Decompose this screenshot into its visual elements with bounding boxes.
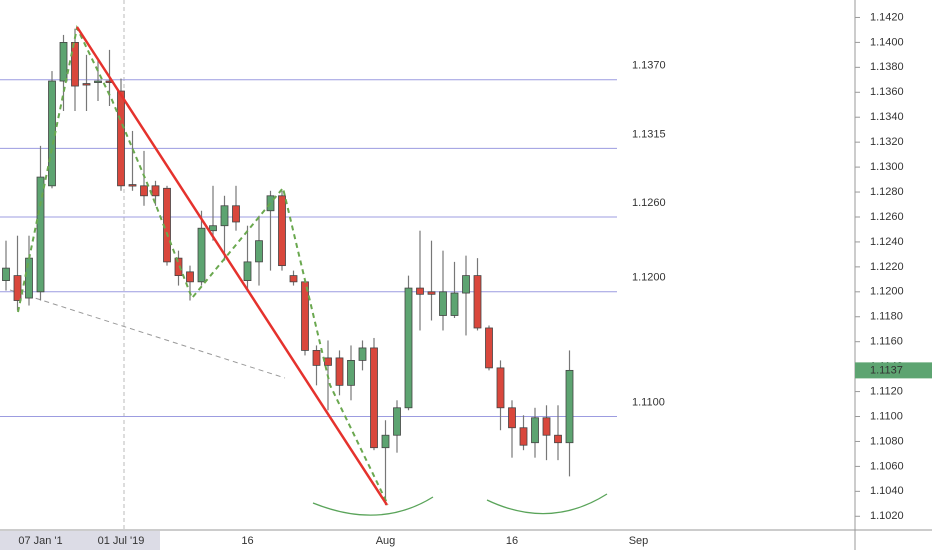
- y-tick-label: 1.1080: [870, 435, 904, 447]
- level-label: 1.1200: [632, 272, 666, 284]
- candle-body: [312, 350, 321, 366]
- y-tick-label: 1.1220: [870, 261, 904, 273]
- candle-body: [232, 205, 240, 223]
- candle-body: [209, 225, 217, 232]
- x-tick-label: Sep: [629, 535, 649, 547]
- candle-body: [542, 417, 551, 436]
- candles: [2, 28, 574, 506]
- y-tick-label: 1.1360: [870, 86, 904, 98]
- y-tick-label: 1.1020: [870, 510, 904, 522]
- x-tick-label: 16: [506, 535, 518, 547]
- y-tick-label: 1.1100: [870, 410, 903, 422]
- candle-body: [94, 80, 102, 83]
- candle-body: [370, 347, 378, 449]
- candle-body: [565, 369, 574, 444]
- candle-body: [358, 347, 367, 361]
- y-tick-label: 1.1280: [870, 186, 904, 198]
- candle-body: [151, 185, 160, 197]
- y-tick-label: 1.1320: [870, 136, 904, 148]
- x-tick-label: Aug: [376, 535, 396, 547]
- x-tick-label: 01 Jul '19: [98, 535, 145, 547]
- candle-body: [393, 407, 401, 436]
- level-label: 1.1370: [632, 60, 666, 72]
- candle-body: [301, 281, 309, 351]
- level-label: 1.1315: [632, 128, 666, 140]
- candle-body: [335, 357, 344, 386]
- y-tick-label: 1.1300: [870, 161, 904, 173]
- y-tick-label: 1.1200: [870, 286, 904, 298]
- candle-body: [71, 42, 79, 87]
- candle-body: [197, 227, 206, 283]
- trend-line: [75, 26, 389, 506]
- axis: 1.1020 1.1040 1.1060 1.1080 1.1100 1.1120 1.11…: [18, 11, 932, 547]
- y-tick-label: 1.1180: [870, 311, 903, 323]
- level-label: 1.1100: [632, 396, 665, 408]
- candle-body: [404, 287, 413, 409]
- candle-body: [496, 367, 505, 409]
- candle-body: [531, 417, 539, 444]
- y-tick-label: 1.1060: [870, 460, 904, 472]
- y-tick-label: 1.1400: [870, 36, 904, 48]
- candle-body: [278, 195, 286, 267]
- candle-body: [36, 176, 45, 293]
- candle-body: [255, 240, 263, 263]
- candle-body: [519, 427, 528, 446]
- candle-body: [416, 287, 424, 295]
- y-tick-label: 1.1040: [870, 485, 904, 497]
- candle-body: [427, 291, 436, 295]
- dashed-drawing: [9, 289, 286, 379]
- candle-body: [2, 267, 10, 281]
- y-tick-label: 1.1260: [870, 211, 904, 223]
- y-tick-label: 1.1340: [870, 111, 904, 123]
- candle-body: [59, 42, 68, 82]
- candle-body: [485, 327, 493, 369]
- last-price-label: 1.1137: [870, 364, 903, 376]
- candle-body: [117, 90, 125, 187]
- candle-body: [381, 434, 390, 449]
- candle-body: [473, 275, 482, 329]
- level-label: 1.1260: [632, 197, 666, 209]
- y-tick-label: 1.1240: [870, 236, 904, 248]
- x-tick-label: 07 Jan '1: [18, 535, 62, 547]
- candle-body: [220, 205, 229, 227]
- candle-body: [289, 275, 298, 283]
- candle-body: [450, 292, 459, 316]
- last-price-box: [855, 362, 932, 379]
- candle-body: [508, 407, 516, 429]
- candle-body: [25, 257, 33, 299]
- candle-body: [439, 291, 447, 316]
- candle-body: [347, 359, 355, 386]
- zigzag: [17, 24, 389, 506]
- y-tick-label: 1.1120: [870, 385, 903, 397]
- candle-body: [128, 184, 137, 187]
- y-tick-label: 1.1160: [870, 336, 903, 348]
- candle-body: [554, 434, 562, 444]
- candle-body: [82, 83, 91, 86]
- y-tick-label: 1.1380: [870, 61, 904, 73]
- candle-body: [140, 185, 148, 197]
- arc: [486, 493, 608, 515]
- candle-body: [243, 261, 252, 281]
- candle-body: [186, 271, 194, 283]
- candle-body: [462, 275, 470, 294]
- x-tick-label: 16: [241, 535, 253, 547]
- candle-body: [174, 257, 183, 276]
- levels: 1.1370 1.1315 1.1260 1.1200 1.1100: [0, 60, 666, 418]
- candle-body: [13, 275, 22, 301]
- arc: [312, 496, 434, 516]
- y-tick-label: 1.1420: [870, 11, 904, 23]
- price-axis: [855, 0, 932, 550]
- time-label-highlight: [0, 531, 160, 550]
- candle-body: [324, 357, 332, 366]
